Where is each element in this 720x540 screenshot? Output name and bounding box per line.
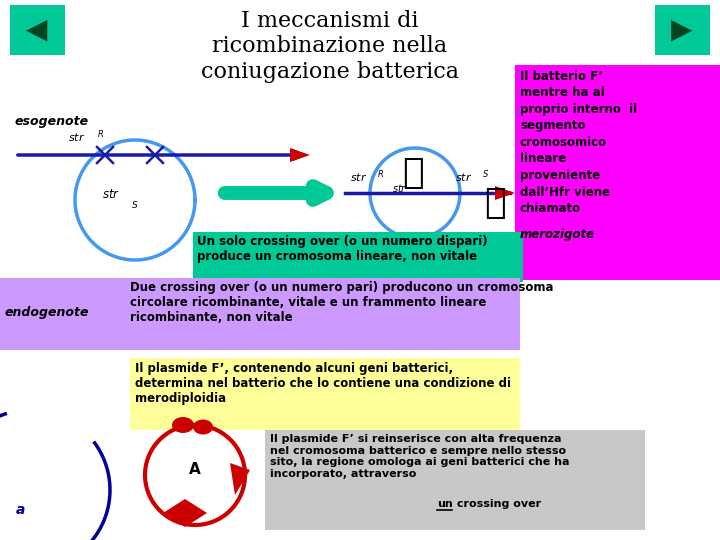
Text: $S$: $S$ bbox=[482, 168, 489, 179]
Text: esogenote: esogenote bbox=[15, 115, 89, 128]
Text: merozigote: merozigote bbox=[520, 228, 595, 241]
Text: Un solo crossing over (o un numero dispari)
produce un cromosoma lineare, non vi: Un solo crossing over (o un numero dispa… bbox=[197, 235, 487, 263]
Text: $str$: $str$ bbox=[392, 182, 408, 194]
Text: $str$: $str$ bbox=[455, 171, 472, 183]
Bar bbox=[515, 65, 720, 280]
Polygon shape bbox=[163, 499, 207, 527]
Text: endogenote: endogenote bbox=[5, 306, 89, 319]
Text: ▶: ▶ bbox=[671, 16, 693, 44]
Text: crossing over: crossing over bbox=[453, 499, 541, 509]
Text: $str$: $str$ bbox=[102, 188, 120, 201]
Text: ◀: ◀ bbox=[27, 16, 48, 44]
Text: I meccanismi di
ricombinazione nella
coniugazione batterica: I meccanismi di ricombinazione nella con… bbox=[201, 10, 459, 83]
Text: Il batterio F’
mentre ha al
proprio interno  il
segmento
cromosomico
lineare
pro: Il batterio F’ mentre ha al proprio inte… bbox=[520, 70, 637, 215]
Text: Il plasmide F’, contenendo alcuni geni batterici,
determina nel batterio che lo : Il plasmide F’, contenendo alcuni geni b… bbox=[135, 362, 511, 405]
Text: un: un bbox=[437, 499, 453, 509]
Bar bbox=[193, 232, 523, 282]
Polygon shape bbox=[290, 148, 310, 162]
Bar bbox=[655, 5, 710, 55]
Text: $str$: $str$ bbox=[350, 171, 367, 183]
Text: Il plasmide F’ si reinserisce con alta frequenza
nel cromosoma batterico e sempr: Il plasmide F’ si reinserisce con alta f… bbox=[270, 434, 570, 479]
Polygon shape bbox=[495, 186, 515, 200]
Text: A: A bbox=[189, 462, 201, 477]
Text: a: a bbox=[15, 503, 24, 517]
Ellipse shape bbox=[193, 420, 213, 435]
Text: 💀: 💀 bbox=[484, 186, 506, 220]
Ellipse shape bbox=[172, 417, 194, 433]
Text: Due crossing over (o un numero pari) producono un cromosoma
circolare ricombinan: Due crossing over (o un numero pari) pro… bbox=[130, 281, 554, 324]
Text: $R$: $R$ bbox=[97, 128, 104, 139]
Text: $str$: $str$ bbox=[68, 131, 85, 143]
Polygon shape bbox=[230, 463, 250, 495]
Text: $R$: $R$ bbox=[377, 168, 384, 179]
Text: 💀: 💀 bbox=[402, 156, 424, 190]
Bar bbox=[265, 430, 645, 530]
Bar bbox=[0, 278, 520, 350]
Bar bbox=[130, 358, 520, 430]
Text: $S$: $S$ bbox=[131, 199, 138, 211]
Bar bbox=[10, 5, 65, 55]
